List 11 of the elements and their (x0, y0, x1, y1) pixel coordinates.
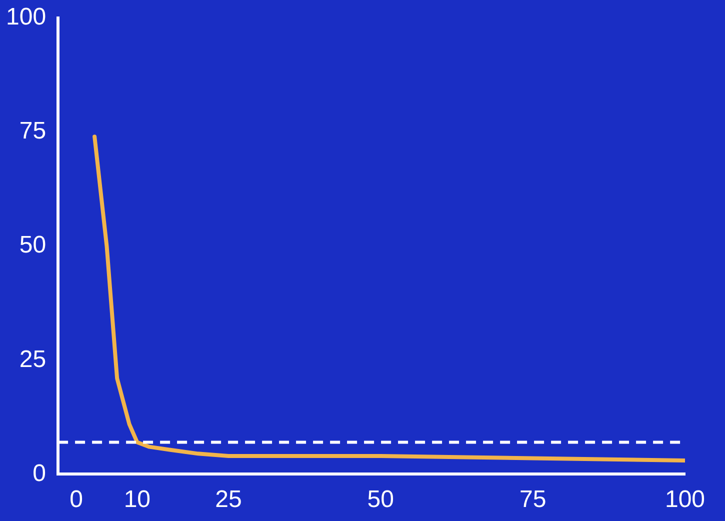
x-tick-label: 0 (70, 486, 83, 514)
x-tick-label: 100 (664, 486, 706, 514)
x-tick-label: 75 (519, 486, 546, 514)
y-tick-label: 0 (32, 460, 46, 487)
y-tick-label: 50 (19, 232, 46, 259)
x-tick-label: 10 (124, 486, 151, 514)
y-tick-label: 25 (19, 346, 46, 373)
y-tick-label: 100 (6, 4, 46, 31)
x-tick-label: 25 (215, 486, 242, 514)
y-tick-label: 75 (19, 118, 46, 145)
x-tick-label: 50 (367, 486, 394, 514)
